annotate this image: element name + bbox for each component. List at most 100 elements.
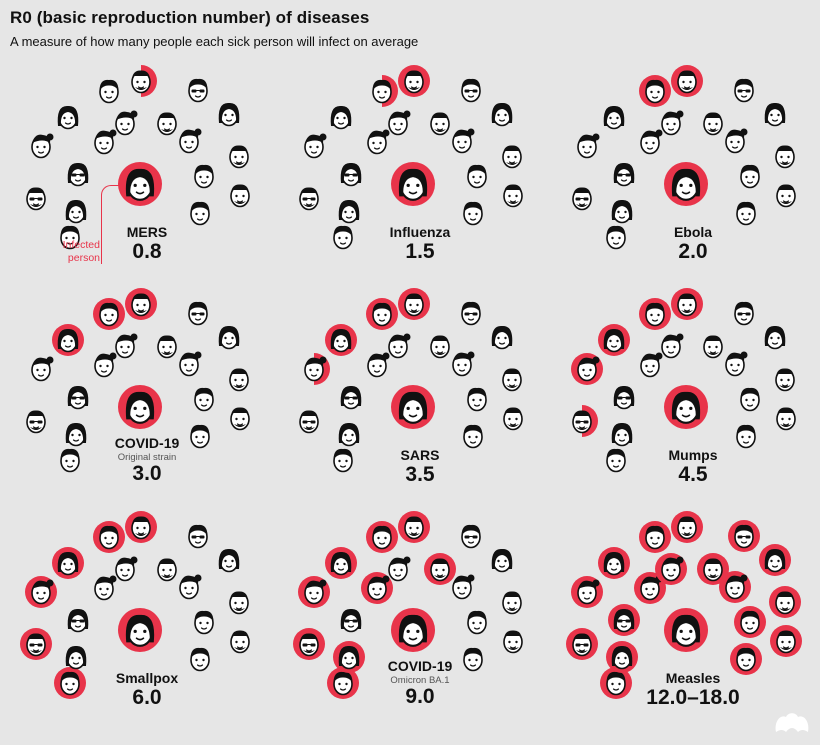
healthy-person-icon	[115, 110, 138, 136]
infected-person-icon	[664, 608, 708, 652]
infected-person-icon	[655, 553, 687, 585]
healthy-person-icon	[179, 351, 202, 377]
disease-note: Original strain	[117, 452, 177, 463]
healthy-person-icon	[491, 102, 513, 127]
r0-value-label: 9.0	[405, 685, 435, 708]
healthy-person-icon	[190, 201, 210, 226]
healthy-person-icon	[776, 184, 796, 208]
healthy-person-icon	[194, 387, 214, 412]
infected-person-icon	[366, 521, 398, 553]
r0-value-label: 1.5	[405, 240, 435, 263]
healthy-person-icon	[491, 548, 513, 573]
disease-note: Omicron BA.1	[390, 675, 450, 686]
healthy-person-icon	[60, 448, 80, 473]
healthy-person-icon	[333, 225, 353, 250]
healthy-person-icon	[388, 556, 411, 582]
disease-panel: Ebola 2.0	[556, 62, 820, 284]
r0-value-label: 3.0	[132, 462, 162, 485]
infected-person-icon	[366, 298, 398, 330]
infected-person-icon	[398, 511, 430, 543]
disease-panel: Mumps 4.5	[556, 285, 820, 507]
infected-person-icon	[424, 553, 456, 585]
infected-person-icon	[719, 571, 751, 603]
r0-value-label: 3.5	[405, 463, 435, 486]
healthy-person-icon	[229, 145, 249, 169]
infected-person-icon	[118, 162, 162, 206]
infected-person-icon	[697, 553, 729, 585]
infected-person-icon	[566, 628, 598, 660]
disease-panel: COVID-19 Omicron BA.1 9.0	[283, 508, 557, 730]
infected-person-icon	[664, 385, 708, 429]
infected-person-icon	[93, 298, 125, 330]
disease-name: MERS	[126, 224, 168, 240]
healthy-person-icon	[775, 368, 795, 392]
healthy-person-icon	[94, 352, 117, 378]
infected-person-icon	[770, 625, 802, 657]
healthy-person-icon	[661, 333, 684, 359]
infected-person-icon	[639, 521, 671, 553]
healthy-person-icon	[461, 78, 481, 103]
healthy-person-icon	[218, 548, 240, 573]
people-pictogram	[20, 511, 250, 699]
healthy-person-icon	[467, 610, 487, 635]
infected-person-icon	[571, 576, 603, 608]
disease-name: Measles	[665, 670, 721, 686]
healthy-person-icon	[452, 574, 475, 600]
r0-value-label: 6.0	[132, 686, 162, 709]
healthy-person-icon	[388, 110, 411, 136]
healthy-person-icon	[463, 424, 483, 449]
disease-panel: Smallpox 6.0	[10, 508, 284, 730]
healthy-person-icon	[367, 352, 390, 378]
healthy-person-icon	[31, 133, 54, 159]
infected-person-icon	[598, 324, 630, 356]
infected-person-icon	[571, 353, 603, 385]
healthy-person-icon	[188, 301, 208, 326]
healthy-person-icon	[157, 558, 177, 582]
infected-person-icon	[391, 162, 435, 206]
healthy-person-icon	[606, 225, 626, 250]
disease-panel: SARS 3.5	[283, 285, 557, 507]
healthy-person-icon	[725, 128, 748, 154]
people-pictogram	[566, 511, 802, 699]
healthy-person-icon	[734, 78, 754, 103]
healthy-person-icon	[776, 407, 796, 431]
infected-person-icon	[606, 641, 638, 673]
healthy-person-icon	[65, 422, 87, 447]
healthy-person-icon	[367, 129, 390, 155]
healthy-person-icon	[115, 556, 138, 582]
chart-subtitle: A measure of how many people each sick p…	[10, 34, 419, 49]
infected-person-icon	[639, 298, 671, 330]
healthy-person-icon	[194, 164, 214, 189]
healthy-person-icon	[115, 333, 138, 359]
healthy-person-icon	[26, 410, 46, 434]
healthy-person-icon	[703, 335, 723, 359]
infected-person-icon	[671, 511, 703, 543]
healthy-person-icon	[764, 325, 786, 350]
infected-person-icon	[664, 162, 708, 206]
disease-name: Influenza	[389, 224, 451, 240]
healthy-person-icon	[606, 448, 626, 473]
healthy-person-icon	[179, 128, 202, 154]
healthy-person-icon	[491, 325, 513, 350]
healthy-person-icon	[340, 162, 362, 187]
healthy-person-icon	[94, 129, 117, 155]
healthy-person-icon	[333, 448, 353, 473]
healthy-person-icon	[188, 524, 208, 549]
healthy-person-icon	[94, 575, 117, 601]
r0-value-label: 12.0–18.0	[646, 686, 740, 709]
healthy-person-icon	[26, 187, 46, 211]
infected-person-icon	[304, 353, 330, 385]
healthy-person-icon	[611, 422, 633, 447]
healthy-person-icon	[461, 524, 481, 549]
infected-person-icon	[125, 511, 157, 543]
infected-person-icon	[325, 324, 357, 356]
healthy-person-icon	[572, 187, 592, 211]
healthy-person-icon	[502, 368, 522, 392]
infected-person-icon	[391, 385, 435, 429]
infected-person-icon	[131, 65, 157, 97]
infected-person-icon	[20, 628, 52, 660]
disease-name: Ebola	[673, 224, 713, 240]
healthy-person-icon	[179, 574, 202, 600]
healthy-person-icon	[65, 199, 87, 224]
